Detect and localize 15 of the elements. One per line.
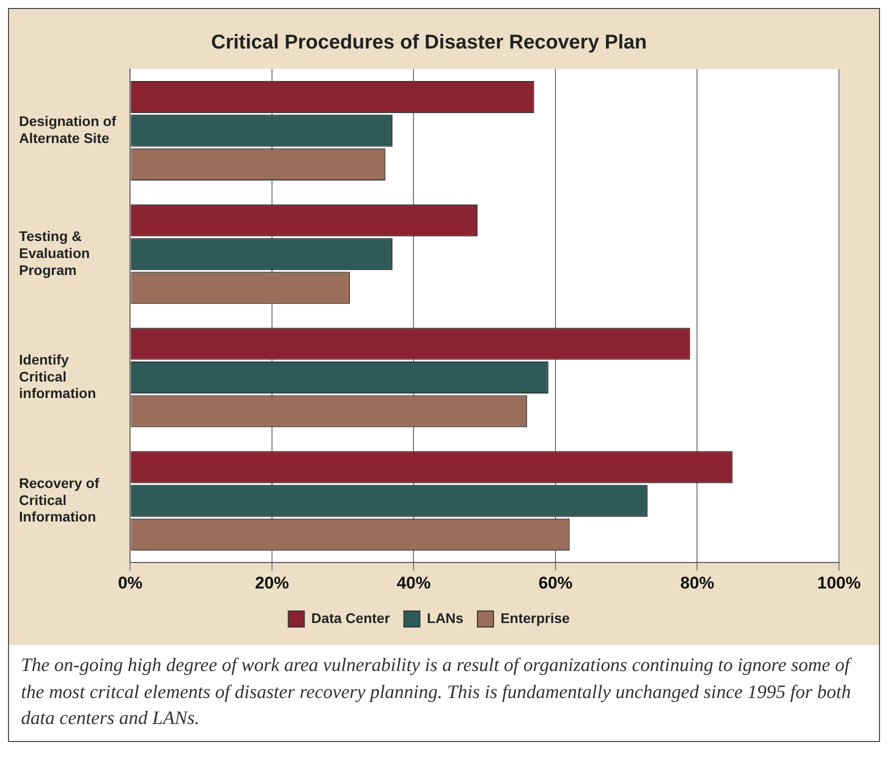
y-tick-label: Designation of Alternate Site (19, 113, 117, 146)
legend-label: Enterprise (500, 610, 570, 626)
x-tick-label: 20% (254, 573, 289, 592)
x-tick-label: 100% (817, 573, 861, 592)
legend-label: Data Center (311, 610, 390, 626)
y-tick-label: Identify Critical information (19, 352, 96, 402)
x-tick-label: 40% (396, 573, 431, 592)
chart-title: Critical Procedures of Disaster Recovery Plan (211, 32, 647, 54)
x-tick-label: 80% (680, 573, 714, 592)
legend-label: LANs (426, 610, 464, 626)
x-tick-label: 60% (538, 573, 573, 592)
y-tick-label: Testing & Evaluation Program (19, 228, 90, 278)
y-tick-label: Recovery of Critical Information (19, 474, 100, 525)
x-tick-label: 0% (118, 573, 143, 592)
text: The on-going high degree of work area vulnerability is a result of organizations continuing to ignore some of the most critcal elements of disaster recovery planning. This is fundamentally unchanged since 1995 for both data centers and LANs. (20, 654, 853, 732)
